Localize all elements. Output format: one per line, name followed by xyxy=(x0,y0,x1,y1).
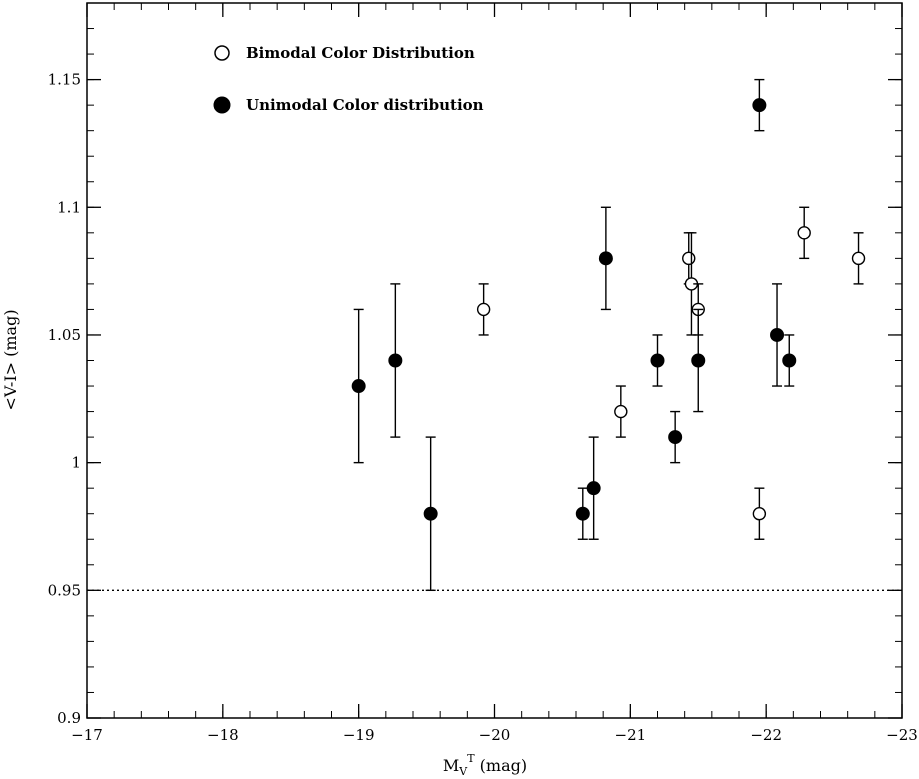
filled-circle-marker xyxy=(586,481,601,496)
unimodal-data-point xyxy=(782,334,797,387)
filled-circle-marker xyxy=(668,430,683,445)
open-circle-marker xyxy=(476,302,491,317)
legend: Bimodal Color Distribution Unimodal Colo… xyxy=(213,44,484,114)
y-axis-label: <V-I> (mag) xyxy=(1,309,20,410)
filled-circle-marker xyxy=(423,506,438,521)
y-tick-label: 0.9 xyxy=(57,709,81,727)
unimodal-data-point xyxy=(770,283,785,387)
x-axis-label-rest: (mag) xyxy=(475,756,528,775)
y-tick-label: 1.1 xyxy=(57,198,81,216)
filled-circle-marker xyxy=(575,506,590,521)
x-tick-label: −22 xyxy=(750,726,782,744)
filled-circle-marker xyxy=(388,353,403,368)
x-tick-label: −20 xyxy=(479,726,511,744)
bimodal-data-point xyxy=(614,385,628,438)
x-axis-label: MVT (mag) xyxy=(443,752,527,778)
x-axis-label-subscript: V xyxy=(458,765,468,778)
filled-circle-marker xyxy=(770,327,785,342)
x-tick-label: −23 xyxy=(886,726,918,744)
open-circle-marker xyxy=(682,251,696,266)
y-tick-label: 1.15 xyxy=(48,71,81,89)
legend-open-circle-marker xyxy=(214,45,230,61)
unimodal-data-point xyxy=(575,487,590,540)
points-layer xyxy=(351,78,866,592)
filled-circle-marker xyxy=(650,353,665,368)
legend-filled-circle-marker xyxy=(213,96,231,114)
open-circle-marker xyxy=(614,404,628,419)
y-tick-label: 1.05 xyxy=(48,326,81,344)
unimodal-data-point xyxy=(691,308,706,413)
bimodal-data-point xyxy=(851,232,866,285)
x-tick-label: −17 xyxy=(71,726,103,744)
filled-circle-marker xyxy=(598,251,613,266)
open-circle-marker xyxy=(797,226,811,240)
ticks-layer: −17 −18 −19 −20 −21 −22 −23 0.9 0.95 1 1.05 1.1 1.15 xyxy=(48,2,918,744)
bimodal-data-point xyxy=(797,206,811,260)
unimodal-data-point xyxy=(586,436,601,540)
y-tick-label: 1 xyxy=(71,454,81,472)
unimodal-data-point xyxy=(423,436,438,592)
unimodal-data-point xyxy=(752,78,767,132)
x-axis-label-main: M xyxy=(443,756,459,775)
filled-circle-marker xyxy=(691,353,706,368)
unimodal-data-point xyxy=(668,410,683,464)
x-tick-label: −21 xyxy=(615,726,647,744)
unimodal-data-point xyxy=(388,283,403,438)
open-circle-marker xyxy=(851,251,866,266)
x-tick-label: −19 xyxy=(343,726,375,744)
unimodal-data-point xyxy=(598,206,613,311)
x-tick-label: −18 xyxy=(207,726,239,744)
filled-circle-marker xyxy=(782,353,797,368)
plot-frame xyxy=(86,2,903,719)
y-tick-label: 0.95 xyxy=(48,581,81,599)
bimodal-data-point xyxy=(682,232,696,285)
filled-circle-marker xyxy=(752,98,767,113)
unimodal-data-point xyxy=(351,308,366,464)
unimodal-data-point xyxy=(650,334,665,387)
x-axis-label-superscript: T xyxy=(467,752,475,765)
filled-circle-marker xyxy=(351,379,366,394)
bimodal-data-point xyxy=(476,283,491,336)
legend-label-bimodal: Bimodal Color Distribution xyxy=(246,44,475,62)
bimodal-data-point xyxy=(752,487,767,540)
open-circle-marker xyxy=(752,507,767,521)
legend-label-unimodal: Unimodal Color distribution xyxy=(246,96,484,114)
